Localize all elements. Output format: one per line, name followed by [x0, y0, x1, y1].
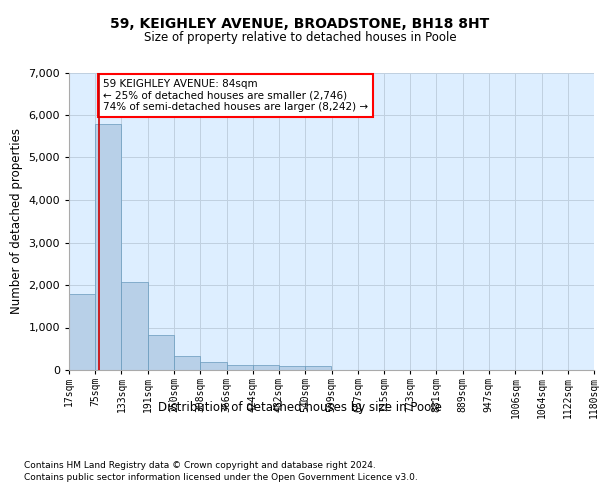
Text: Size of property relative to detached houses in Poole: Size of property relative to detached ho…: [143, 31, 457, 44]
Bar: [174, 356, 200, 370]
Bar: [279, 366, 305, 370]
Y-axis label: Number of detached properties: Number of detached properties: [10, 128, 23, 314]
Bar: [200, 362, 227, 370]
Bar: [227, 365, 253, 370]
Bar: [95, 124, 121, 370]
Bar: [148, 335, 174, 370]
Bar: [305, 366, 331, 370]
Bar: [121, 282, 148, 370]
Text: Distribution of detached houses by size in Poole: Distribution of detached houses by size …: [158, 401, 442, 414]
Text: Contains public sector information licensed under the Open Government Licence v3: Contains public sector information licen…: [24, 472, 418, 482]
Text: Contains HM Land Registry data © Crown copyright and database right 2024.: Contains HM Land Registry data © Crown c…: [24, 462, 376, 470]
Text: 59 KEIGHLEY AVENUE: 84sqm
← 25% of detached houses are smaller (2,746)
74% of se: 59 KEIGHLEY AVENUE: 84sqm ← 25% of detac…: [103, 79, 368, 112]
Bar: [253, 366, 279, 370]
Text: 59, KEIGHLEY AVENUE, BROADSTONE, BH18 8HT: 59, KEIGHLEY AVENUE, BROADSTONE, BH18 8H…: [110, 18, 490, 32]
Bar: [69, 294, 95, 370]
